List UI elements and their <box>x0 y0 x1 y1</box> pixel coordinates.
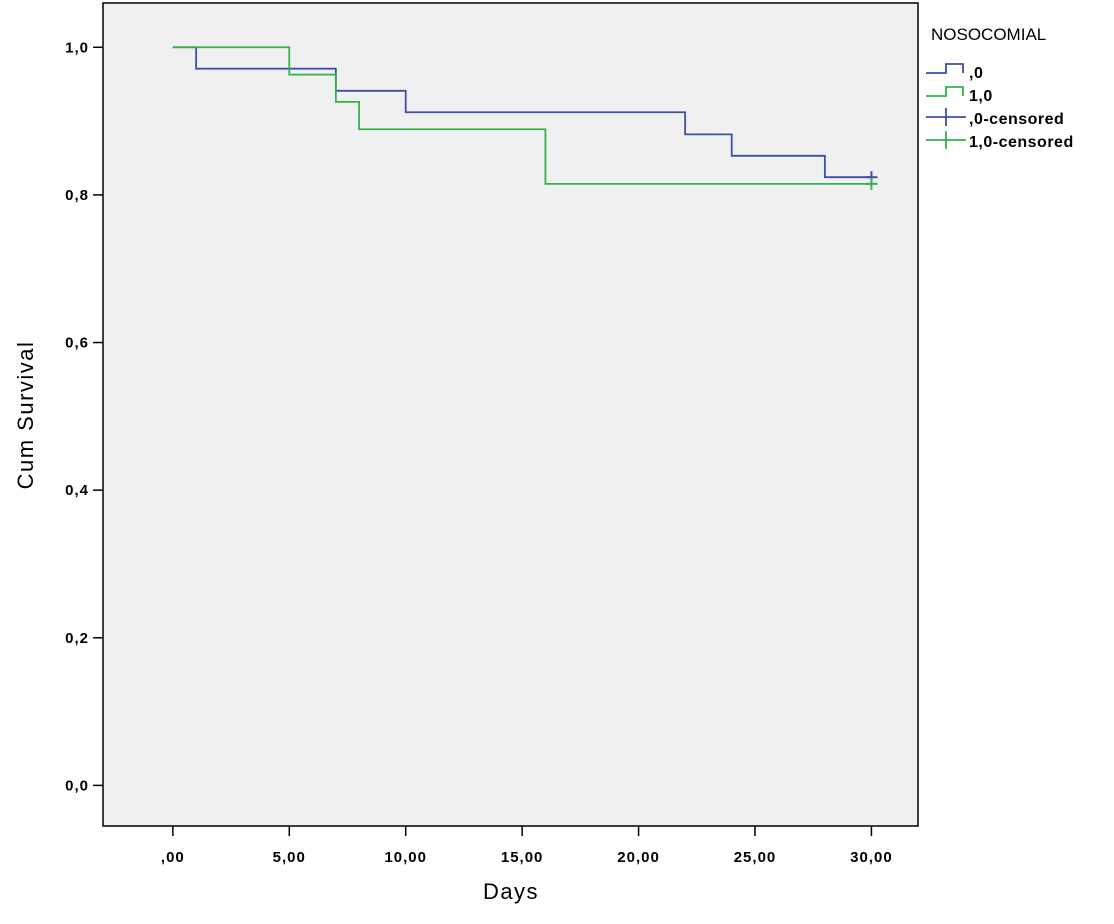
legend-label: 1,0-censored <box>969 134 1074 151</box>
y-axis-title: Cum Survival <box>13 341 38 490</box>
y-tick-label: 0,2 <box>65 630 89 647</box>
x-tick-label: 30,00 <box>850 849 893 866</box>
legend-item: 1,0 <box>926 86 993 105</box>
x-tick-label: 10,00 <box>384 849 427 866</box>
y-tick-label: 0,8 <box>65 187 89 204</box>
series-line-0 <box>172 46 872 179</box>
x-axis-ticks: ,00 5,00 10,00 15,00 20,00 25,00 30,00 <box>161 826 893 866</box>
plot-area <box>102 2 919 827</box>
x-axis-title: Days <box>483 879 539 904</box>
x-tick-label: 25,00 <box>734 849 777 866</box>
legend-item: ,0-censored <box>926 108 1064 128</box>
legend-label: ,0-censored <box>969 111 1064 128</box>
legend-label: ,0 <box>969 65 983 82</box>
x-tick-label: ,00 <box>161 849 185 866</box>
x-tick-label: 20,00 <box>617 849 660 866</box>
y-tick-label: 1,0 <box>65 39 89 56</box>
legend-label: 1,0 <box>969 88 993 105</box>
legend-swatch <box>926 86 964 97</box>
series-layer <box>172 46 878 190</box>
legend: ,0 1,0 ,0-censored 1,0-censored <box>926 63 1074 151</box>
x-tick-label: 5,00 <box>273 849 306 866</box>
y-tick-label: 0,4 <box>65 482 89 499</box>
legend-item: ,0 <box>926 63 983 82</box>
x-tick-label: 15,00 <box>501 849 544 866</box>
censor-mark <box>865 177 878 190</box>
legend-title: NOSOCOMIAL <box>931 25 1046 44</box>
series-line-1 <box>172 46 872 185</box>
legend-item: 1,0-censored <box>926 131 1074 151</box>
y-tick-label: 0,6 <box>65 335 89 352</box>
y-axis-ticks: 0,0 0,2 0,4 0,6 0,8 1,0 <box>65 39 103 794</box>
y-tick-label: 0,0 <box>65 777 89 794</box>
legend-swatch <box>926 63 964 74</box>
